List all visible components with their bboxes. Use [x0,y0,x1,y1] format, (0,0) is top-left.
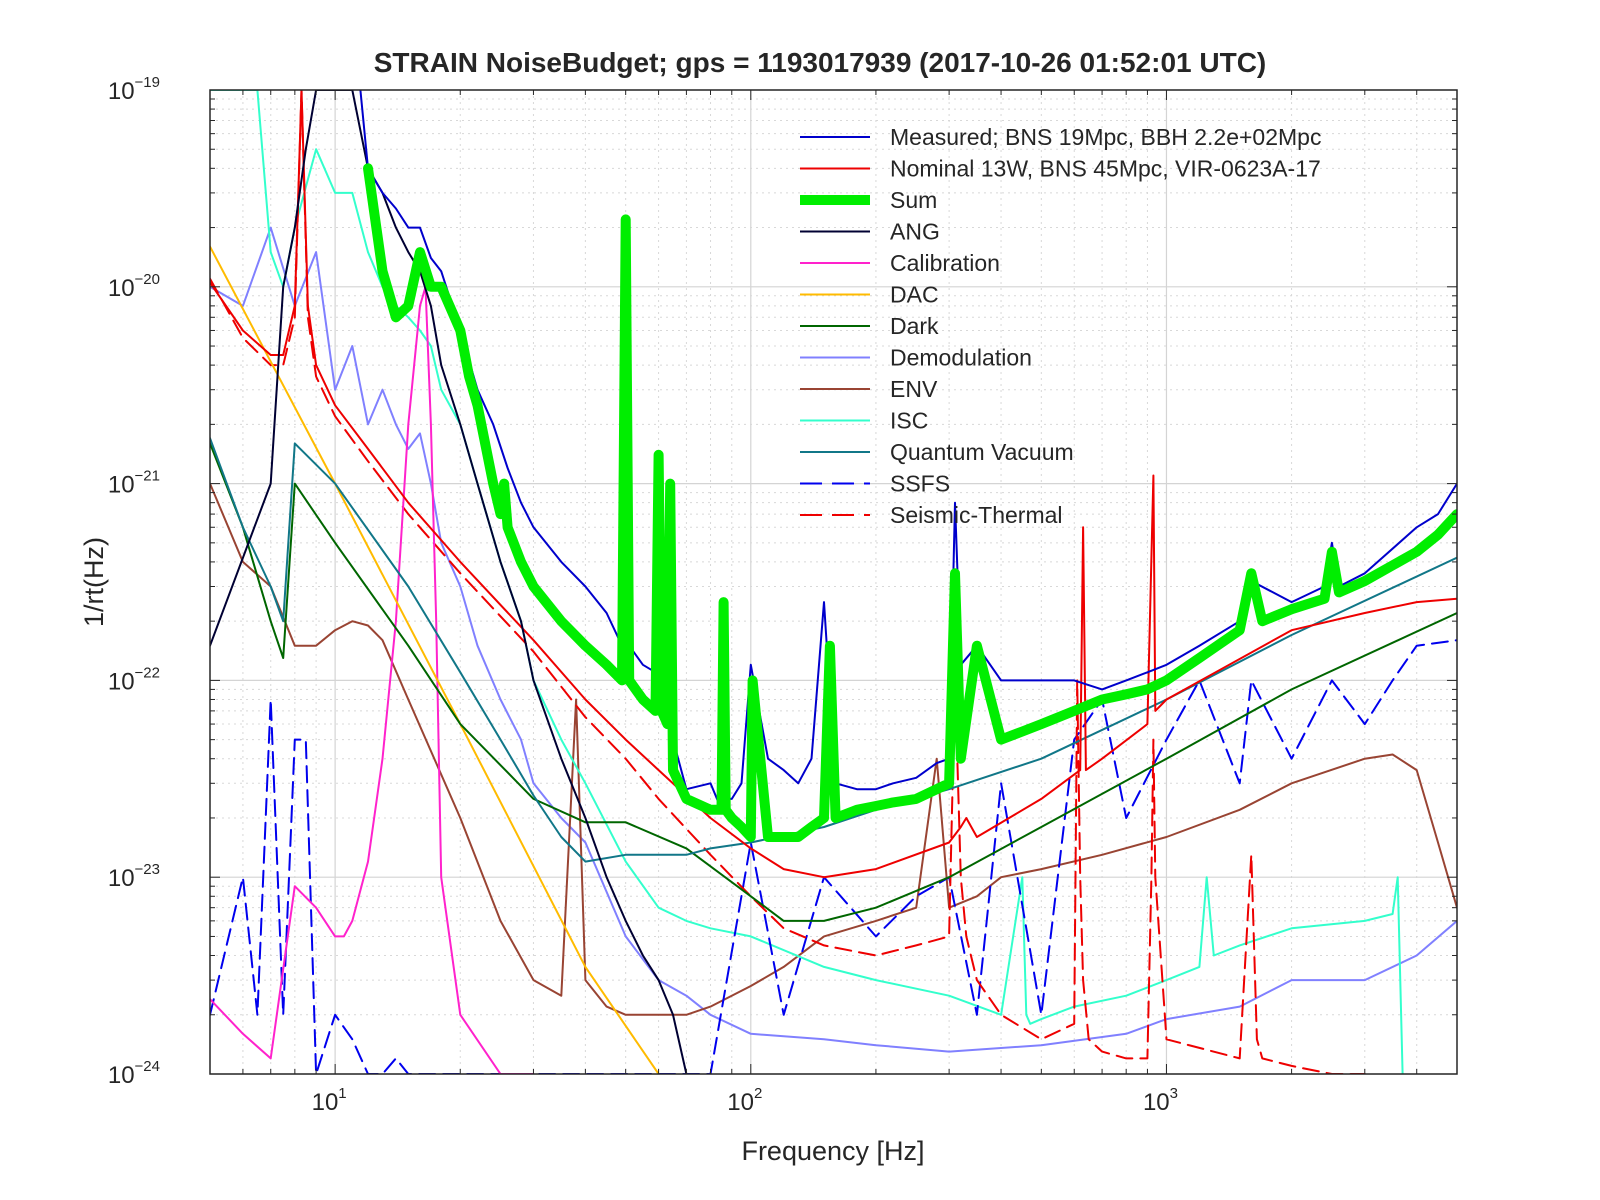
y-axis-label: 1/rt(Hz) [79,537,109,627]
legend-entry-label: DAC [890,282,939,308]
series-lines [210,90,1457,1074]
series-line-7 [210,226,1457,1053]
x-tick-label: 102 [727,1085,762,1116]
series-line-1 [210,90,1457,879]
legend-entry-label: Nominal 13W, BNS 45Mpc, VIR-0623A-17 [890,156,1321,182]
series-line-11 [210,639,1457,1074]
legend-entry-label: SSFS [890,471,950,497]
legend: Measured; BNS 19Mpc, BBH 2.2e+02Mpc Nomin… [800,124,1321,528]
plot-area-frame [209,89,1458,1075]
y-tick-label: 10−21 [108,468,160,499]
x-axis-label: Frequency [Hz] [741,1136,924,1166]
y-tick-label: 10−20 [108,271,160,302]
series-line-0 [359,90,1457,811]
legend-entry-label: ANG [890,219,940,245]
y-tick-label: 10−22 [108,664,160,695]
legend-entry-label: Demodulation [890,345,1032,371]
series-line-10 [210,437,1457,863]
legend-entry-label: ENV [890,376,938,402]
y-tick-label: 10−24 [108,1058,160,1089]
series-line-3 [210,90,688,1074]
series-line-2 [363,163,1457,842]
legend-entry-label: Seismic-Thermal [890,502,1063,528]
x-tick-label: 101 [312,1085,347,1116]
series-line-6 [210,442,1457,922]
series-line-9 [210,90,1404,1074]
legend-entry-label: Calibration [890,250,1000,276]
legend-entry-label: Sum [890,187,937,213]
chart-title: STRAIN NoiseBudget; gps = 1193017939 (20… [374,47,1267,78]
y-tick-label: 10−23 [108,861,160,892]
legend-entry-label: Measured; BNS 19Mpc, BBH 2.2e+02Mpc [890,124,1321,150]
legend-entry-label: Quantum Vacuum [890,439,1074,465]
series-line-4 [210,285,535,1074]
x-tick-label: 103 [1143,1085,1178,1116]
y-tick-label: 10−19 [108,74,160,105]
series-line-12 [210,90,1366,1074]
axis-ticks: 101 102 103 10−19 10−20 10−21 10−22 10−23 10−24 [108,74,1457,1116]
legend-entry-label: Dark [890,313,939,339]
series-line-8 [210,482,1457,1016]
legend-entry-label: ISC [890,408,928,434]
